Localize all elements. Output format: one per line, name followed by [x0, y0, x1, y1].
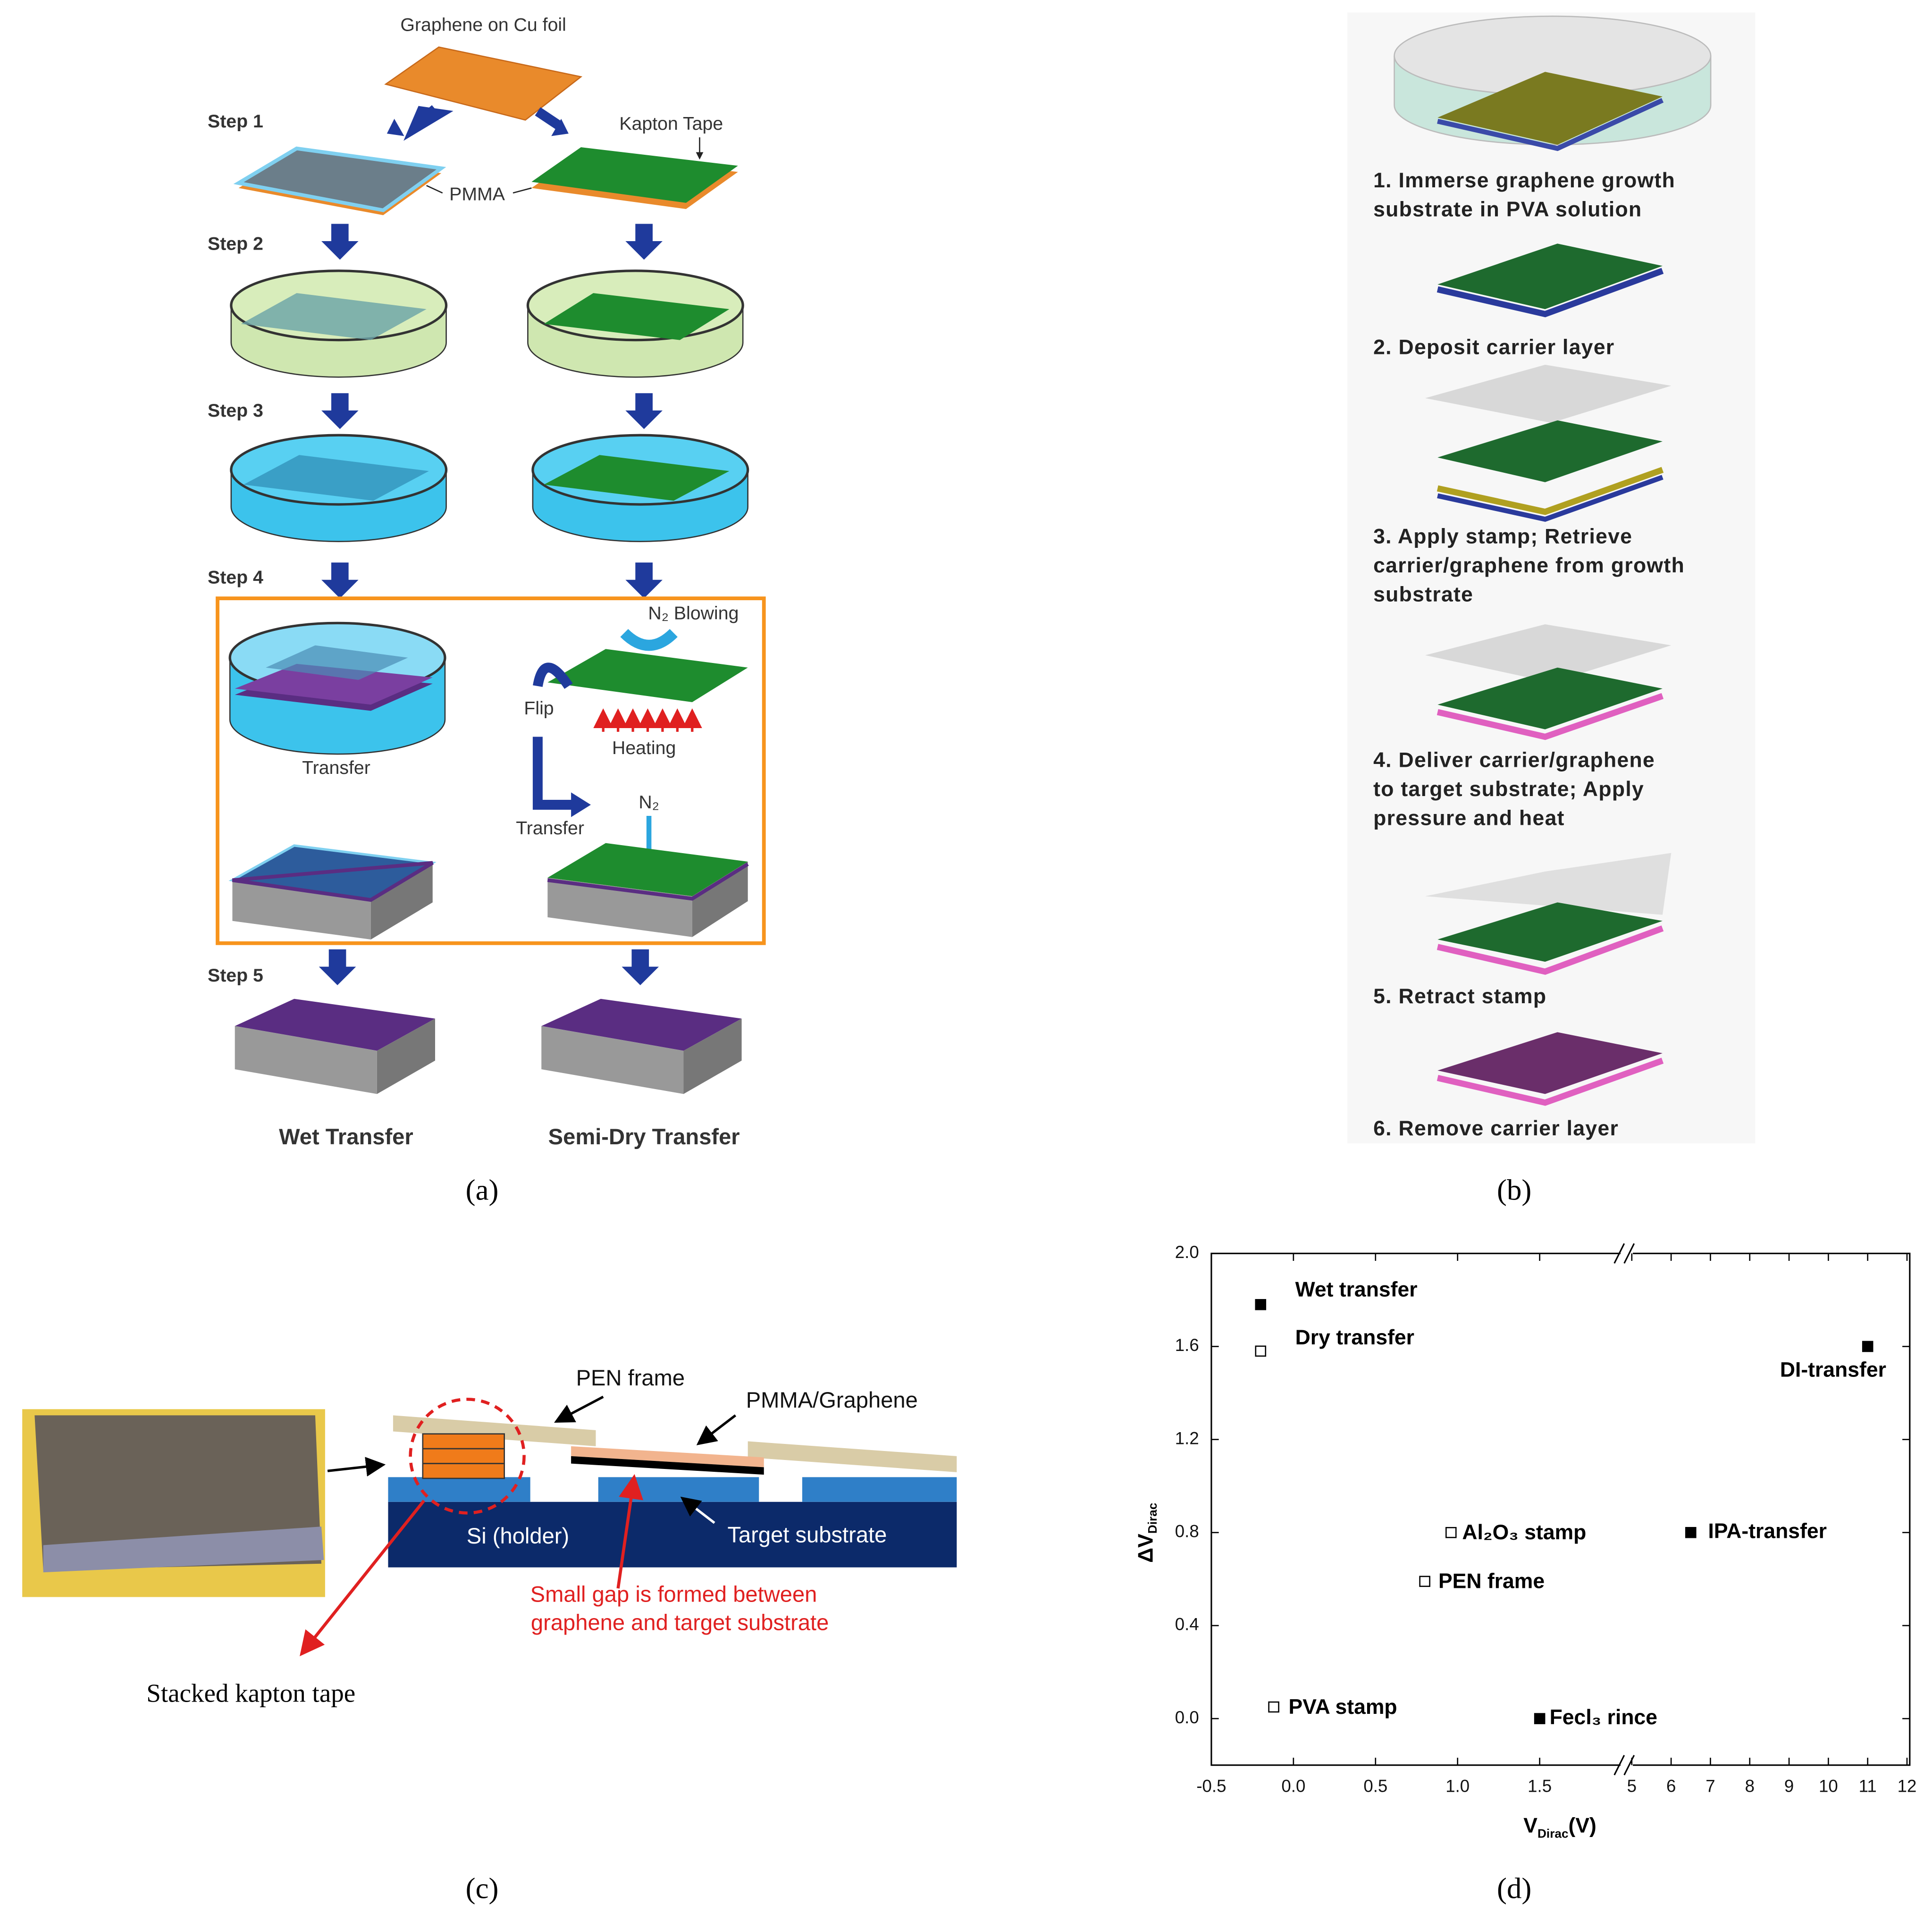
point	[1255, 1345, 1267, 1357]
arrow	[535, 107, 563, 131]
x-tick-label: 1.5	[1528, 1777, 1552, 1796]
step-label: Step 5	[208, 965, 263, 986]
step-text: 5. Retract stamp	[1373, 985, 1546, 1008]
transfer-label: Transfer	[302, 757, 370, 778]
si-label: Si (holder)	[467, 1523, 569, 1548]
caption: (d)	[1497, 1871, 1531, 1904]
step-text: 2. Deposit carrier layer	[1373, 336, 1614, 359]
point-label: PEN frame	[1438, 1570, 1545, 1593]
step4-box	[216, 596, 766, 945]
point	[1862, 1341, 1873, 1352]
column-label: Semi-Dry Transfer	[548, 1124, 740, 1149]
step-label: Step 4	[208, 567, 263, 588]
step-text: substrate in PVA solution	[1373, 198, 1642, 221]
step-text: substrate	[1373, 583, 1473, 606]
target-label: Target substrate	[727, 1522, 887, 1547]
step-text: 4. Deliver carrier/graphene	[1373, 749, 1655, 772]
y-axis-label: ΔVDirac	[1134, 1503, 1159, 1563]
x-tick-label: 1.0	[1445, 1777, 1470, 1796]
y-tick-label: 2.0	[1175, 1242, 1199, 1262]
kapton-label: Kapton Tape	[619, 113, 723, 134]
pointer	[512, 187, 532, 194]
panel-c: PEN frame PMMA/Graphene Si (holder) Targ…	[22, 1365, 957, 1904]
point-label: DI-transfer	[1780, 1359, 1886, 1382]
y-tick-label: 0.4	[1175, 1615, 1199, 1634]
point-label: IPA-transfer	[1708, 1520, 1827, 1543]
x-label-main: V	[1523, 1814, 1537, 1837]
x-tick-label: 0.0	[1281, 1777, 1305, 1796]
step-text: to target substrate; Apply	[1373, 778, 1644, 801]
panel-b: 1. Immerse graphene growth substrate in P…	[1347, 12, 1756, 1206]
step-text: 6. Remove carrier layer	[1373, 1117, 1619, 1140]
step-text: 1. Immerse graphene growth	[1373, 169, 1675, 192]
y-tick-label: 0.0	[1175, 1708, 1199, 1727]
point-label: Fecl₃ rince	[1550, 1706, 1657, 1729]
gap-note: Small gap is formed between	[530, 1581, 817, 1606]
arrow	[551, 118, 569, 136]
point	[1685, 1527, 1697, 1538]
slab	[233, 146, 446, 212]
x-axis-label: VDirac(V)	[1523, 1814, 1596, 1840]
pmma-label: PMMA	[449, 184, 505, 205]
x-tick-label: 9	[1784, 1777, 1794, 1796]
point	[1445, 1527, 1457, 1538]
x-label-unit: (V)	[1569, 1814, 1596, 1837]
cu-foil	[384, 46, 583, 121]
heating-label: Heating	[612, 738, 676, 758]
x-tick-label: 12	[1898, 1777, 1917, 1796]
arrow	[403, 105, 454, 141]
caption: (a)	[466, 1173, 499, 1206]
x-tick-label: 10	[1819, 1777, 1838, 1796]
point	[1419, 1576, 1430, 1587]
pointer	[426, 185, 443, 194]
y-label-main: ΔV	[1134, 1534, 1157, 1563]
pmma-graphene-label: PMMA/Graphene	[746, 1387, 918, 1412]
point-label: Dry transfer	[1295, 1326, 1414, 1349]
gap-note: graphene and target substrate	[531, 1610, 829, 1635]
y-tick-label: 0.8	[1175, 1521, 1199, 1541]
slab	[531, 147, 738, 203]
n2-label: N₂	[638, 792, 659, 813]
x-tick-label: 11	[1859, 1777, 1877, 1796]
point-label: Al₂O₃ stamp	[1462, 1521, 1586, 1544]
transfer-label: Transfer	[516, 818, 584, 839]
x-tick-label: 5	[1627, 1777, 1637, 1796]
y-label-sub: Dirac	[1145, 1503, 1159, 1534]
panel-a: Graphene on Cu foil Step 1 Kapton Tape P…	[208, 15, 766, 1206]
x-tick-label: -0.5	[1196, 1777, 1226, 1796]
step-label: Step 3	[208, 400, 263, 421]
n2-blowing-label: N₂ Blowing	[648, 603, 739, 623]
step-text: 3. Apply stamp; Retrieve	[1373, 525, 1632, 548]
point-label: PVA stamp	[1289, 1695, 1397, 1719]
caption: (c)	[466, 1871, 499, 1904]
pen-frame-label: PEN frame	[576, 1365, 685, 1390]
slab	[547, 649, 748, 703]
column-label: Wet Transfer	[279, 1124, 413, 1149]
step-label: Step 2	[208, 233, 263, 254]
y-tick-label: 1.6	[1175, 1335, 1199, 1355]
caption: (b)	[1497, 1173, 1531, 1206]
x-tick-label: 8	[1745, 1777, 1755, 1796]
point	[1255, 1299, 1267, 1310]
step-text: pressure and heat	[1373, 807, 1565, 830]
step-text: carrier/graphene from growth	[1373, 554, 1685, 577]
x-label-sub: Dirac	[1537, 1826, 1569, 1840]
source-label: Graphene on Cu foil	[400, 15, 566, 35]
y-tick-label: 1.2	[1175, 1428, 1199, 1448]
panel-d: ΔVDirac VDirac(V) (d) 0.00.40.81.21.62.0…	[1134, 1242, 1916, 1904]
step-label: Step 1	[208, 111, 263, 132]
point	[1268, 1701, 1279, 1713]
x-tick-label: 7	[1705, 1777, 1715, 1796]
arrow	[386, 118, 404, 136]
point	[1534, 1713, 1546, 1724]
x-tick-label: 6	[1666, 1777, 1676, 1796]
x-tick-label: 0.5	[1363, 1777, 1387, 1796]
flip-label: Flip	[524, 698, 554, 719]
kapton-note: Stacked kapton tape	[146, 1679, 355, 1708]
point-label: Wet transfer	[1295, 1278, 1418, 1301]
